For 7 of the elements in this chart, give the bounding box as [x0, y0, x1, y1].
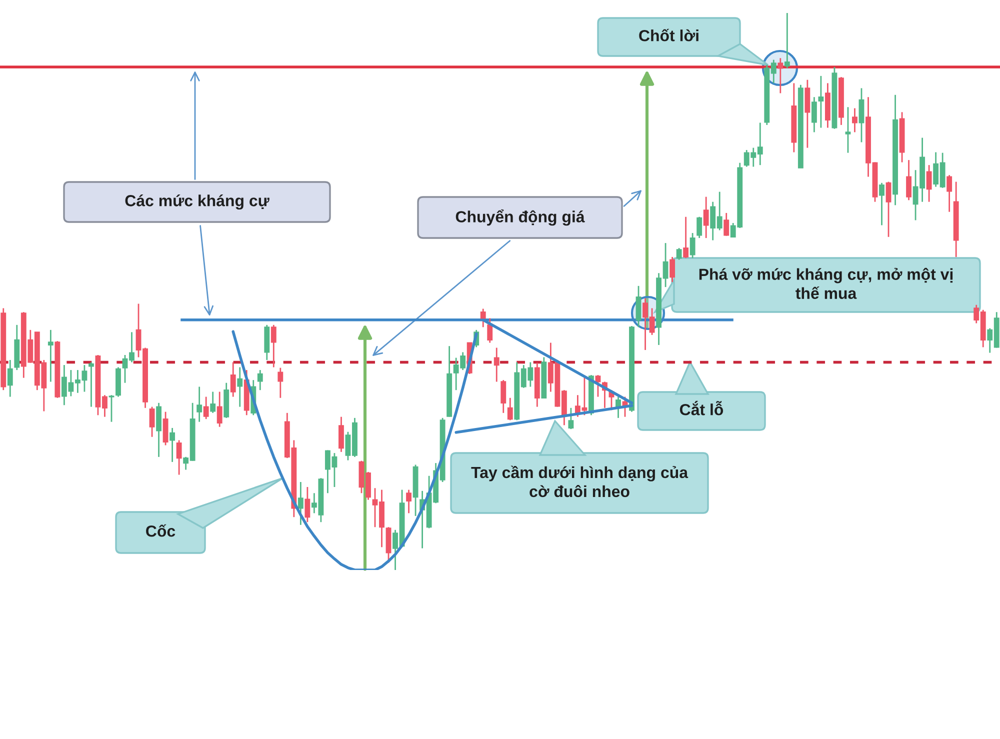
- annotation: Chốt lời: [639, 28, 698, 42]
- annotation: Tay cầm dưới hình dạng của cờ đuôi nheo: [471, 466, 688, 498]
- annotation: Các mức kháng cự: [125, 194, 270, 210]
- annotation: Chuyển động giá: [456, 209, 585, 226]
- annotation: Phá vỡ mức kháng cự, mở một vị thế mua: [699, 268, 953, 299]
- annotation: Cắt lỗ: [680, 400, 724, 416]
- annotation: Cốc: [146, 524, 176, 537]
